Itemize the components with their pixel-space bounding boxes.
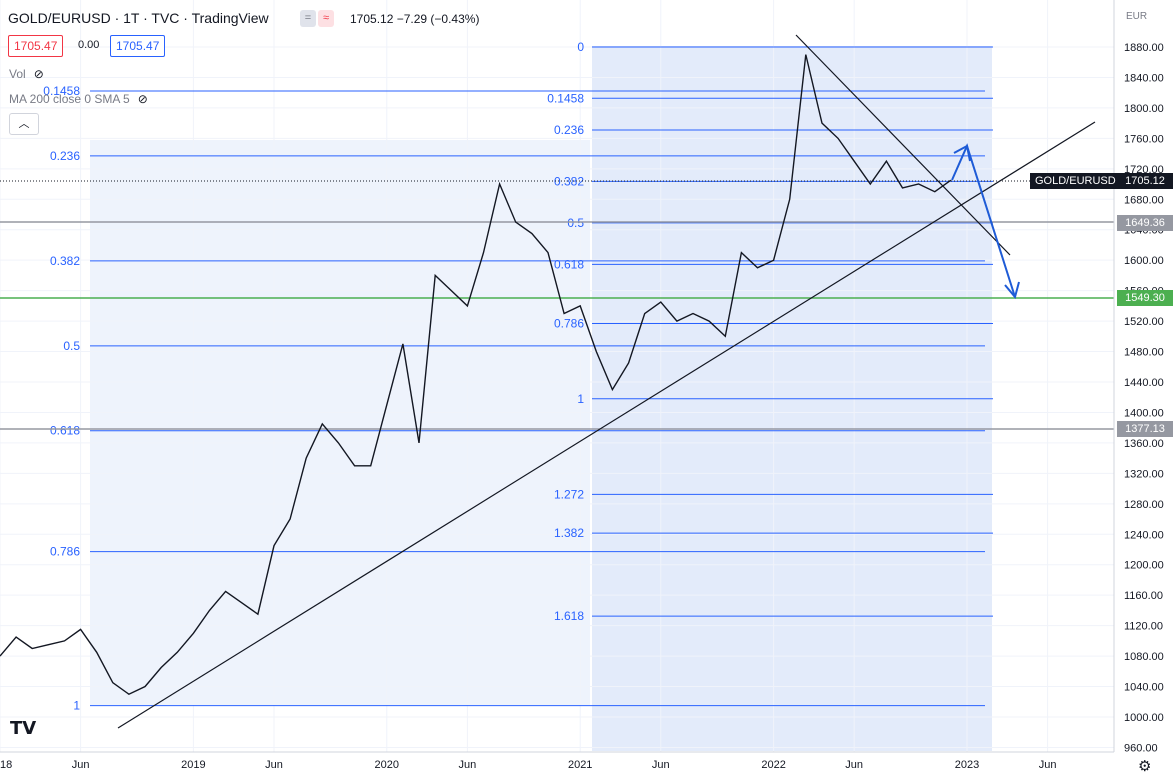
level-tag-1377: 1377.13 (1117, 421, 1173, 437)
y-tick-label: 1120.00 (1124, 621, 1163, 633)
fib-level-label: 0.1458 (547, 91, 584, 105)
y-tick-label: 1440.00 (1124, 377, 1164, 389)
x-tick-label: Jun (265, 759, 283, 771)
x-tick-label: Jun (72, 759, 90, 771)
y-tick-label: 1040.00 (1124, 682, 1164, 694)
currency-label: EUR (1126, 11, 1147, 22)
gear-icon[interactable]: ⚙ (1138, 758, 1152, 775)
buy-button[interactable]: 1705.47 (110, 35, 166, 57)
eye-off-icon[interactable]: ⊘ (137, 92, 148, 106)
fib-level-label: 0.1458 (43, 84, 80, 98)
tradingview-logo[interactable]: 𝗧𝗩 (10, 718, 37, 738)
indicator-ma[interactable]: MA 200 close 0 SMA 5 ⊘ (9, 92, 148, 106)
fib-level-label: 1.272 (554, 487, 584, 501)
y-tick-label: 1240.00 (1124, 529, 1164, 541)
y-tick-label: 1520.00 (1124, 316, 1164, 328)
current-price-tag: 1705.12 (1117, 173, 1173, 189)
wave-icon[interactable]: ≈ (318, 10, 334, 27)
fib-level-label: 0.236 (554, 123, 584, 137)
fib-level-label: 1 (73, 699, 80, 713)
fib-level-label: 0.236 (50, 149, 80, 163)
y-tick-label: 1400.00 (1124, 407, 1164, 419)
y-tick-label: 1160.00 (1124, 590, 1163, 602)
y-tick-label: 1840.00 (1124, 72, 1164, 84)
indicator-volume-label: Vol (9, 67, 26, 81)
y-tick-label: 1480.00 (1124, 347, 1164, 359)
x-tick-label: Jun (1039, 759, 1057, 771)
x-tick-label: Jun (845, 759, 863, 771)
fib-level-label: 0.5 (63, 339, 80, 353)
x-tick-label: 2018 (0, 759, 12, 771)
fib-level-label: 1.618 (554, 609, 584, 623)
x-tick-label: Jun (652, 759, 670, 771)
fib-level-label: 0.786 (50, 545, 80, 559)
y-tick-label: 1680.00 (1124, 194, 1164, 206)
quote-change: 1705.12 −7.29 (−0.43%) (350, 12, 480, 26)
time-axis[interactable]: 2018 Jun 2019 Jun 2020 Jun 2021 Jun 2022 Jun 2023 J… (0, 759, 1056, 771)
y-tick-label: 1280.00 (1124, 499, 1164, 511)
y-tick-label: 1320.00 (1124, 468, 1164, 480)
fib-level-label: 0.618 (554, 257, 584, 271)
fib-level-label: 0.618 (50, 424, 80, 438)
y-tick-label: 1080.00 (1124, 651, 1164, 663)
fib-level-label: 0.5 (567, 216, 584, 230)
fib-level-label: 0 (577, 40, 584, 54)
x-tick-label: 2023 (955, 759, 979, 771)
y-tick-label: 1600.00 (1124, 255, 1164, 267)
compare-icon[interactable]: = (300, 10, 316, 27)
price-series-line (0, 54, 952, 696)
arrow-head-up (953, 144, 971, 162)
x-tick-label: 2022 (761, 759, 785, 771)
y-tick-label: 1200.00 (1124, 560, 1164, 572)
level-tag-1549: 1549.30 (1117, 290, 1173, 306)
y-tick-label: 1360.00 (1124, 438, 1164, 450)
sell-button[interactable]: 1705.47 (8, 35, 64, 57)
x-tick-label: 2021 (568, 759, 592, 771)
header-icons: = ≈ (300, 10, 334, 27)
eye-off-icon[interactable]: ⊘ (33, 67, 44, 81)
fib-level-label: 1 (577, 392, 584, 406)
fib-zone-left (90, 140, 590, 705)
fib-retracement-left: 0.1458 0.236 0.382 0.5 0.618 0.786 1 (43, 84, 985, 713)
y-tick-label: 1760.00 (1124, 133, 1164, 145)
level-tag-1649: 1649.36 (1117, 215, 1173, 231)
fib-level-label: 0.382 (554, 174, 584, 188)
chevron-up-icon[interactable]: ︿ (9, 113, 39, 135)
price-axis[interactable]: EUR 960.00 1000.00 1040.00 1080.00 1120.00 116… (1124, 11, 1164, 754)
arrow-head-down (1004, 281, 1020, 300)
x-tick-label: 2019 (181, 759, 205, 771)
x-tick-label: Jun (459, 759, 477, 771)
y-tick-label: 1000.00 (1124, 712, 1164, 724)
indicator-ma-label: MA 200 close 0 SMA 5 (9, 92, 130, 106)
symbol-axis-label: GOLD/EURUSD (1030, 173, 1121, 189)
fib-retracement-right: 0 0.1458 0.236 0.382 0.5 0.618 0.786 1 1.272 1.38… (547, 40, 993, 623)
spread-value: 0.00 (78, 39, 100, 51)
trendline-rising (117, 121, 1096, 729)
fib-level-label: 1.382 (554, 526, 584, 540)
y-tick-label: 960.00 (1124, 742, 1158, 754)
y-tick-label: 1800.00 (1124, 103, 1164, 115)
chart-title: GOLD/EURUSD · 1T · TVC · TradingView (8, 10, 269, 26)
y-tick-label: 1880.00 (1124, 42, 1164, 54)
fib-level-label: 0.786 (554, 316, 584, 330)
x-tick-label: 2020 (375, 759, 399, 771)
fib-level-label: 0.382 (50, 254, 80, 268)
y-tick-label: 1720.00 (1124, 164, 1164, 176)
trendline-falling (795, 34, 1011, 256)
indicator-volume[interactable]: Vol ⊘ (9, 67, 44, 81)
